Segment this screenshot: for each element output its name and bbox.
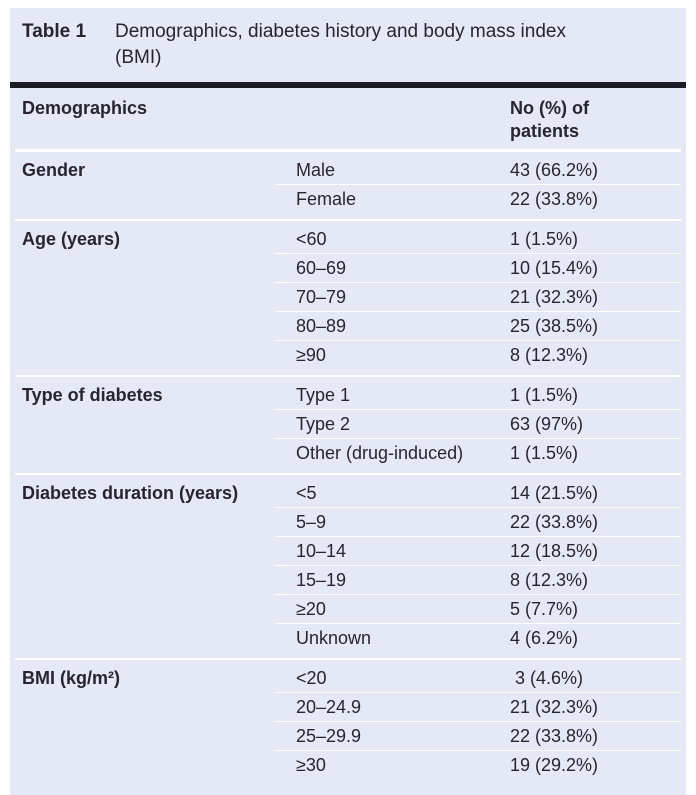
table-row: Unknown 4 (6.2%)	[275, 623, 681, 652]
category-label: Age (years)	[22, 228, 121, 249]
row-value: 19 (29.2%)	[510, 754, 599, 775]
row-value: 1 (1.5%)	[510, 442, 579, 463]
row-label: <5	[296, 482, 317, 503]
row-value: 3 (4.6%)	[510, 667, 584, 688]
caption-line-2: (BMI)	[115, 47, 162, 68]
row-value: 1 (1.5%)	[510, 228, 579, 249]
row-label: 15–19	[296, 569, 347, 590]
table-body: Gender Male 43 (66.2%) Female 22 (33.8%) Age …	[15, 152, 681, 785]
section-rows: <60 1 (1.5%) 60–69 10 (15.4%) 70–79 21 (32.3%…	[275, 225, 681, 369]
row-value: 12 (18.5%)	[510, 540, 599, 561]
table-section: BMI (kg/m²) <20 3 (4.6%) 20–24.9 21 (32.3%)…	[15, 658, 681, 785]
row-value: 43 (66.2%)	[510, 159, 599, 180]
table-row: 25–29.9 22 (33.8%)	[275, 721, 681, 750]
table-row: Female 22 (33.8%)	[275, 184, 681, 213]
table-row: 60–69 10 (15.4%)	[275, 253, 681, 282]
row-label: 10–14	[296, 540, 347, 561]
caption-text: Demographics, diabetes history and body …	[115, 19, 566, 71]
row-label: <60	[296, 228, 327, 249]
category-label: Diabetes duration (years)	[22, 482, 239, 503]
category-label: Type of diabetes	[22, 384, 163, 405]
row-label: <20	[296, 667, 327, 688]
column-headers: Demographics No (%) of patients	[15, 88, 681, 152]
col-header-patients: No (%) of patients	[510, 98, 589, 141]
row-label: Unknown	[296, 627, 372, 648]
category-label: BMI (kg/m²)	[22, 667, 120, 688]
row-label: Female	[296, 188, 357, 209]
table-row: <5 14 (21.5%)	[275, 479, 681, 507]
table-row: ≥90 8 (12.3%)	[275, 340, 681, 369]
table-row: <20 3 (4.6%)	[275, 664, 681, 692]
row-value: 5 (7.7%)	[510, 598, 579, 619]
table-section: Diabetes duration (years) <5 14 (21.5%) 5–9…	[15, 473, 681, 658]
row-value: 22 (33.8%)	[510, 188, 599, 209]
table-row: ≥30 19 (29.2%)	[275, 750, 681, 779]
caption-line-1: Demographics, diabetes history and body …	[115, 21, 566, 42]
row-value: 22 (33.8%)	[510, 511, 599, 532]
row-value: 63 (97%)	[510, 413, 584, 434]
row-label: ≥90	[296, 344, 326, 365]
table-row: Other (drug-induced) 1 (1.5%)	[275, 438, 681, 467]
row-label: 80–89	[296, 315, 347, 336]
page: Table 1 Demographics, diabetes history a…	[10, 8, 686, 795]
row-value: 8 (12.3%)	[510, 344, 589, 365]
table-1-card: Table 1 Demographics, diabetes history a…	[10, 8, 686, 795]
table-row: 15–19 8 (12.3%)	[275, 565, 681, 594]
category-label: Gender	[22, 159, 86, 180]
col-header-demographics: Demographics	[22, 98, 148, 118]
row-value: 4 (6.2%)	[510, 627, 579, 648]
table-row: Type 2 63 (97%)	[275, 409, 681, 438]
row-label: Type 2	[296, 413, 351, 434]
table-section: Gender Male 43 (66.2%) Female 22 (33.8%)	[15, 152, 681, 219]
section-rows: Type 1 1 (1.5%) Type 2 63 (97%) Other (drug-…	[275, 381, 681, 467]
table-row: 20–24.9 21 (32.3%)	[275, 692, 681, 721]
row-label: Other (drug-induced)	[296, 442, 464, 463]
row-value: 22 (33.8%)	[510, 725, 599, 746]
table-row: Type 1 1 (1.5%)	[275, 381, 681, 409]
row-label: Type 1	[296, 384, 351, 405]
row-value: 1 (1.5%)	[510, 384, 579, 405]
row-value: 25 (38.5%)	[510, 315, 599, 336]
table-row: 80–89 25 (38.5%)	[275, 311, 681, 340]
table-row: 5–9 22 (33.8%)	[275, 507, 681, 536]
row-label: 60–69	[296, 257, 347, 278]
row-label: ≥30	[296, 754, 326, 775]
row-label: 20–24.9	[296, 696, 362, 717]
row-value: 8 (12.3%)	[510, 569, 589, 590]
table-row: Male 43 (66.2%)	[275, 156, 681, 184]
table-row: ≥20 5 (7.7%)	[275, 594, 681, 623]
top-rule	[10, 82, 686, 88]
row-label: 5–9	[296, 511, 327, 532]
row-value: 14 (21.5%)	[510, 482, 599, 503]
table-row: 70–79 21 (32.3%)	[275, 282, 681, 311]
row-value: 21 (32.3%)	[510, 696, 599, 717]
section-rows: <5 14 (21.5%) 5–9 22 (33.8%) 10–14 12 (18.5%)…	[275, 479, 681, 652]
table-caption: Table 1 Demographics, diabetes history a…	[15, 8, 681, 82]
section-rows: <20 3 (4.6%) 20–24.9 21 (32.3%) 25–29.9 22 (…	[275, 664, 681, 779]
table-section: Type of diabetes Type 1 1 (1.5%) Type 2 63 (…	[15, 375, 681, 473]
table-label: Table 1	[22, 21, 87, 42]
row-value: 10 (15.4%)	[510, 257, 599, 278]
row-label: 25–29.9	[296, 725, 362, 746]
row-label: ≥20	[296, 598, 326, 619]
section-rows: Male 43 (66.2%) Female 22 (33.8%)	[275, 156, 681, 213]
row-value: 21 (32.3%)	[510, 286, 599, 307]
table-row: 10–14 12 (18.5%)	[275, 536, 681, 565]
row-label: Male	[296, 159, 336, 180]
table-row: <60 1 (1.5%)	[275, 225, 681, 253]
table-section: Age (years) <60 1 (1.5%) 60–69 10 (15.4%) 70–…	[15, 219, 681, 375]
row-label: 70–79	[296, 286, 347, 307]
